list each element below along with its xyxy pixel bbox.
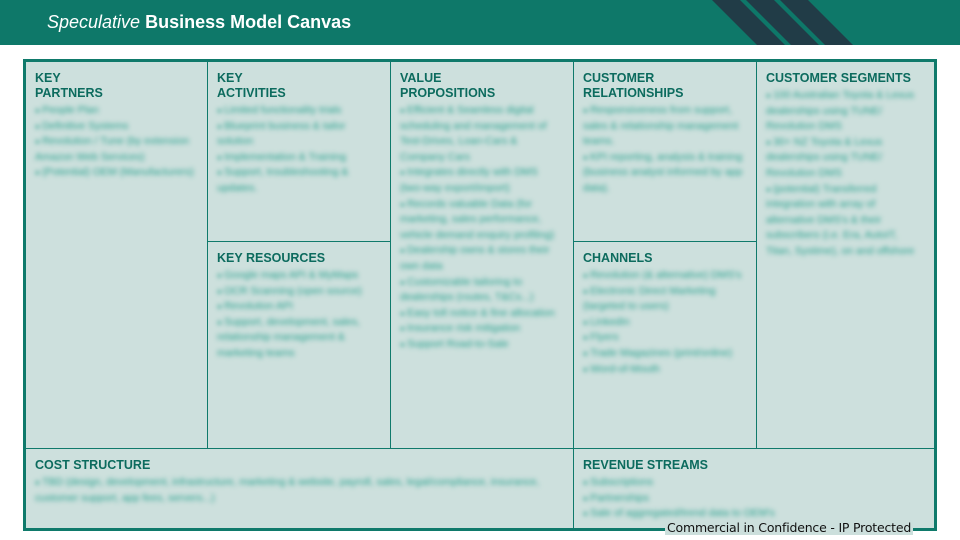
list-item: Revolution (& alternative) DMS's (583, 268, 747, 284)
channels-list: Revolution (& alternative) DMS'sElectron… (583, 268, 747, 377)
list-item: Sale of aggregated/trend data to OEM's (583, 506, 925, 522)
list-item: People Plan (35, 103, 198, 119)
list-item: Blueprint business & tailor solution (217, 119, 381, 150)
value-propositions-list: Efficient & Seamless digital scheduling … (400, 103, 564, 353)
list-item: Efficient & Seamless digital scheduling … (400, 103, 564, 165)
key-activities-title: KEY ACTIVITIES (217, 71, 286, 100)
customer-relationships-list: Responsiveness from support, sales & rel… (583, 103, 747, 197)
list-item: Limited functionality trials (217, 103, 381, 119)
list-item: Google maps API & MyMaps (217, 268, 381, 284)
list-item: Dealership owns & stores their own data (400, 243, 564, 274)
customer-relationships-block: CUSTOMER RELATIONSHIPS Responsiveness fr… (573, 61, 757, 242)
list-item: Support, development, sales, relationshi… (217, 315, 381, 362)
customer-segments-block: CUSTOMER SEGMENTS 100 Australian Toyota … (756, 61, 935, 449)
list-item: Records valuable Data (for marketing, sa… (400, 197, 564, 244)
list-item: Electronic Direct Marketing (targeted to… (583, 284, 747, 315)
customer-relationships-title: CUSTOMER RELATIONSHIPS (583, 71, 684, 100)
list-item: Subscriptions (583, 475, 925, 491)
revenue-streams-block: REVENUE STREAMS SubscriptionsPartnership… (573, 448, 935, 529)
business-model-canvas: KEY PARTNERS People PlanDefinitive Syste… (23, 59, 937, 531)
list-item: TBD (design, development, infrastructure… (35, 475, 564, 506)
revenue-streams-list: SubscriptionsPartnershipsSale of aggrega… (583, 475, 925, 522)
list-item: Revolution / Tune (by extension Amazon W… (35, 134, 198, 165)
channels-title: CHANNELS (583, 251, 653, 265)
key-resources-list: Google maps API & MyMapsOCR Scanning (op… (217, 268, 381, 362)
customer-segments-list: 100 Australian Toyota & Lexus dealership… (766, 88, 925, 260)
list-item: Support, troubleshooting & updates. (217, 165, 381, 196)
key-resources-title: KEY RESOURCES (217, 251, 326, 265)
list-item: Responsiveness from support, sales & rel… (583, 103, 747, 150)
list-item: (potential) Transferred integration with… (766, 182, 925, 260)
channels-block: CHANNELS Revolution (& alternative) DMS'… (573, 241, 757, 449)
list-item: KPI reporting, analysis & training (busi… (583, 150, 747, 197)
list-item: Integrates directly with DMS (two-way ex… (400, 165, 564, 196)
list-item: OCR Scanning (open source) (217, 284, 381, 300)
decorative-stripes (712, 0, 853, 45)
list-item: 100 Australian Toyota & Lexus dealership… (766, 88, 925, 135)
title-italic-part: Speculative (47, 12, 141, 32)
key-activities-block: KEY ACTIVITIES Limited functionality tri… (207, 61, 391, 242)
cost-structure-title: COST STRUCTURE (35, 458, 151, 472)
revenue-streams-title: REVENUE STREAMS (583, 458, 709, 472)
value-propositions-title: VALUE PROPOSITIONS (400, 71, 496, 100)
cost-structure-block: COST STRUCTURE TBD (design, development,… (25, 448, 574, 529)
key-partners-block: KEY PARTNERS People PlanDefinitive Syste… (25, 61, 208, 449)
key-activities-list: Limited functionality trialsBlueprint bu… (217, 103, 381, 197)
list-item: Easy toll notice & fine allocation (400, 306, 564, 322)
list-item: Partnerships (583, 491, 925, 507)
list-item: Implementation & Training (217, 150, 381, 166)
cost-structure-list: TBD (design, development, infrastructure… (35, 475, 564, 506)
confidentiality-note: Commercial in Confidence - IP Protected (665, 520, 914, 535)
key-resources-block: KEY RESOURCES Google maps API & MyMapsOC… (207, 241, 391, 449)
list-item: 30+ NZ Toyota & Lexus dealerships using … (766, 135, 925, 182)
value-propositions-block: VALUE PROPOSITIONS Efficient & Seamless … (390, 61, 574, 449)
title-bold-part: Business Model Canvas (145, 12, 352, 32)
customer-segments-title: CUSTOMER SEGMENTS (766, 71, 911, 85)
page-title: Speculative Business Model Canvas (47, 11, 351, 33)
header-bar: Speculative Business Model Canvas (0, 0, 960, 45)
list-item: Insurance risk mitigation (400, 321, 564, 337)
list-item: Support Road-to-Sale (400, 337, 564, 353)
list-item: Revolution API (217, 299, 381, 315)
list-item: (Potential) OEM (Manufacturers) (35, 165, 198, 181)
list-item: Flyers (583, 330, 747, 346)
list-item: LinkedIn (583, 315, 747, 331)
key-partners-list: People PlanDefinitive SystemsRevolution … (35, 103, 198, 181)
list-item: Word-of-Mouth (583, 362, 747, 378)
key-partners-title: KEY PARTNERS (35, 71, 103, 100)
list-item: Definitive Systems (35, 119, 198, 135)
list-item: Customizable tailoring to dealerships (r… (400, 275, 564, 306)
list-item: Trade Magazines (print/online) (583, 346, 747, 362)
